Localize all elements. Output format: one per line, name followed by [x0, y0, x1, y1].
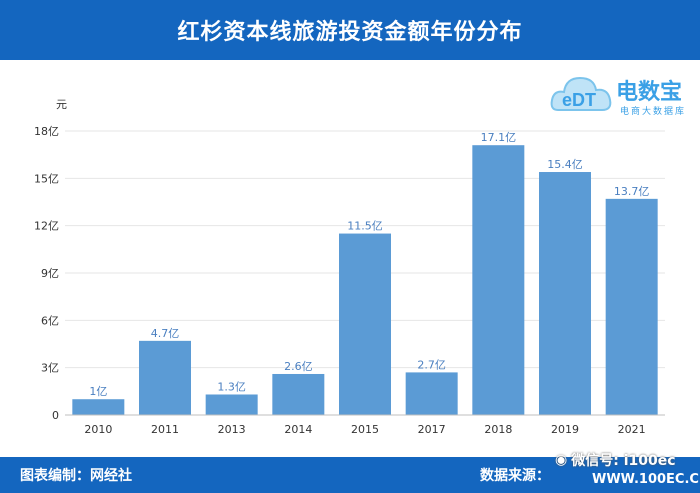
y-tick-label: 0	[52, 409, 59, 422]
wechat-watermark: ◉ 微信号: i100ec	[555, 450, 676, 470]
logo-mark: eDT	[562, 90, 596, 110]
x-tick-label: 2015	[351, 423, 379, 436]
x-tick-label: 2021	[618, 423, 646, 436]
bar-2017	[405, 372, 458, 415]
data-label: 15.4亿	[547, 158, 583, 171]
y-tick-label: 3亿	[41, 362, 59, 375]
title-bar: 红杉资本线旅游投资金额年份分布	[0, 0, 700, 60]
y-tick-label: 18亿	[34, 125, 59, 138]
y-tick-label: 9亿	[41, 267, 59, 280]
bar-2018	[472, 145, 525, 415]
x-tick-label: 2013	[218, 423, 246, 436]
bar-2021	[605, 198, 658, 415]
bar-2014	[272, 373, 325, 415]
bar-chart: 0 3亿 6亿 9亿 12亿 15亿 18亿 1亿 4.7亿 1.3亿 2.6亿 11.5亿 2.7亿…	[34, 125, 665, 436]
logo-brand: 电数宝	[616, 80, 683, 105]
data-label: 1亿	[89, 385, 107, 398]
x-tick-label: 2014	[284, 423, 312, 436]
data-label: 1.3亿	[217, 380, 246, 393]
cloud-logo-icon: eDT	[550, 76, 612, 111]
y-tick-label: 15亿	[34, 172, 59, 185]
bar-2019	[539, 172, 591, 415]
footer-credit: 图表编制：网经社	[20, 468, 132, 484]
logo-sub: 电商大数据库	[620, 107, 687, 117]
bar-2013	[205, 394, 258, 415]
bar-2010	[72, 399, 125, 415]
y-tick-label: 6亿	[41, 314, 59, 327]
y-axis-unit: 元	[56, 98, 67, 111]
wechat-icon: ◉	[555, 452, 568, 468]
data-label: 17.1亿	[481, 131, 517, 144]
data-label: 13.7亿	[614, 185, 650, 198]
data-label: 2.6亿	[284, 360, 313, 373]
website-url: WWW.100EC.CN	[592, 472, 700, 487]
watermark-text: 微信号: i100ec	[571, 453, 676, 469]
x-tick-label: 2018	[484, 423, 512, 436]
x-tick-label: 2010	[84, 423, 112, 436]
x-tick-label: 2011	[151, 423, 179, 436]
bar-2011	[139, 340, 191, 415]
bar-2015	[339, 233, 391, 415]
data-label: 11.5亿	[347, 220, 383, 233]
footer-source: 数据来源：	[480, 468, 550, 484]
y-tick-label: 12亿	[34, 220, 59, 233]
data-label: 4.7亿	[151, 327, 180, 340]
data-label: 2.7亿	[417, 358, 446, 371]
x-tick-label: 2019	[551, 423, 579, 436]
logo: eDT 电数宝 电商大数据库	[548, 66, 696, 122]
footer-bar: 图表编制：网经社 数据来源：	[0, 457, 700, 493]
page-title: 红杉资本线旅游投资金额年份分布	[177, 20, 523, 45]
x-tick-label: 2017	[418, 423, 446, 436]
